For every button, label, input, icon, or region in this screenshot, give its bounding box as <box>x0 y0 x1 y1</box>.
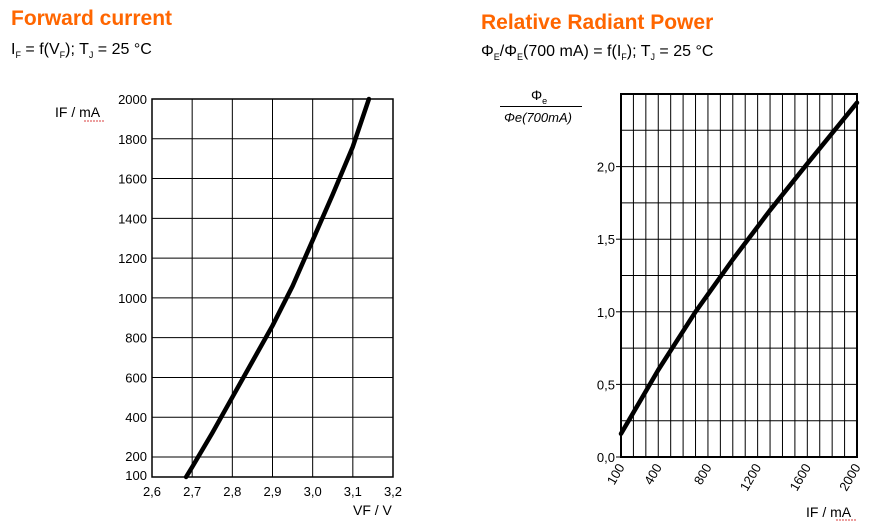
left-y-tick-label: 1400 <box>118 211 147 226</box>
left-y-tick-label: 100 <box>125 468 147 483</box>
left-y-axis-label: IF / mA <box>55 104 101 120</box>
left-x-tick-label: 3,0 <box>304 484 322 499</box>
right-x-tick-label: 2000 <box>836 461 863 494</box>
left-chart-subtitle: IF = f(VF); TJ = 25 °C <box>11 41 152 61</box>
left-y-tick-label: 1800 <box>118 132 147 147</box>
left-y-tick-label: 1200 <box>118 251 147 266</box>
left-x-tick-label: 2,9 <box>263 484 281 499</box>
right-y-tick-label: 1,5 <box>597 232 615 247</box>
left-chart-title: Forward current <box>11 7 173 30</box>
right-x-tick-label: 400 <box>641 461 665 487</box>
right-y-tick-label: 0,0 <box>597 450 615 465</box>
left-y-tick-label: 400 <box>125 410 147 425</box>
right-chart-title: Relative Radiant Power <box>481 11 714 34</box>
right-x-tick-label: 800 <box>691 461 715 487</box>
right-y-tick-label: 2,0 <box>597 160 615 175</box>
left-y-tick-label: 2000 <box>118 92 147 107</box>
left-y-tick-label: 200 <box>125 449 147 464</box>
left-series-line <box>183 96 372 480</box>
right-ylabel-numerator: Φe <box>531 87 548 106</box>
right-ylabel-denominator: Φe(700mA) <box>504 110 572 125</box>
right-y-tick-label: 1,0 <box>597 305 615 320</box>
right-chart-subtitle: ΦE/ΦE(700 mA) = f(IF); TJ = 25 °C <box>481 43 714 63</box>
left-x-tick-label: 2,6 <box>143 484 161 499</box>
left-y-tick-label: 800 <box>125 331 147 346</box>
left-y-tick-label: 1600 <box>118 172 147 187</box>
left-y-tick-label: 1000 <box>118 291 147 306</box>
left-x-tick-label: 3,1 <box>344 484 362 499</box>
right-series-line <box>618 100 860 437</box>
right-x-axis-label: IF / mA <box>806 504 852 520</box>
left-x-tick-label: 3,2 <box>384 484 402 499</box>
right-ylabel-fraction-line <box>500 106 582 107</box>
left-x-axis-label: VF / V <box>353 502 393 518</box>
left-y-tick-label: 600 <box>125 370 147 385</box>
left-x-tick-label: 2,7 <box>183 484 201 499</box>
right-x-tick-label: 1200 <box>737 461 764 494</box>
right-x-tick-label: 1600 <box>786 461 813 494</box>
right-y-tick-label: 0,5 <box>597 377 615 392</box>
left-x-tick-label: 2,8 <box>223 484 241 499</box>
